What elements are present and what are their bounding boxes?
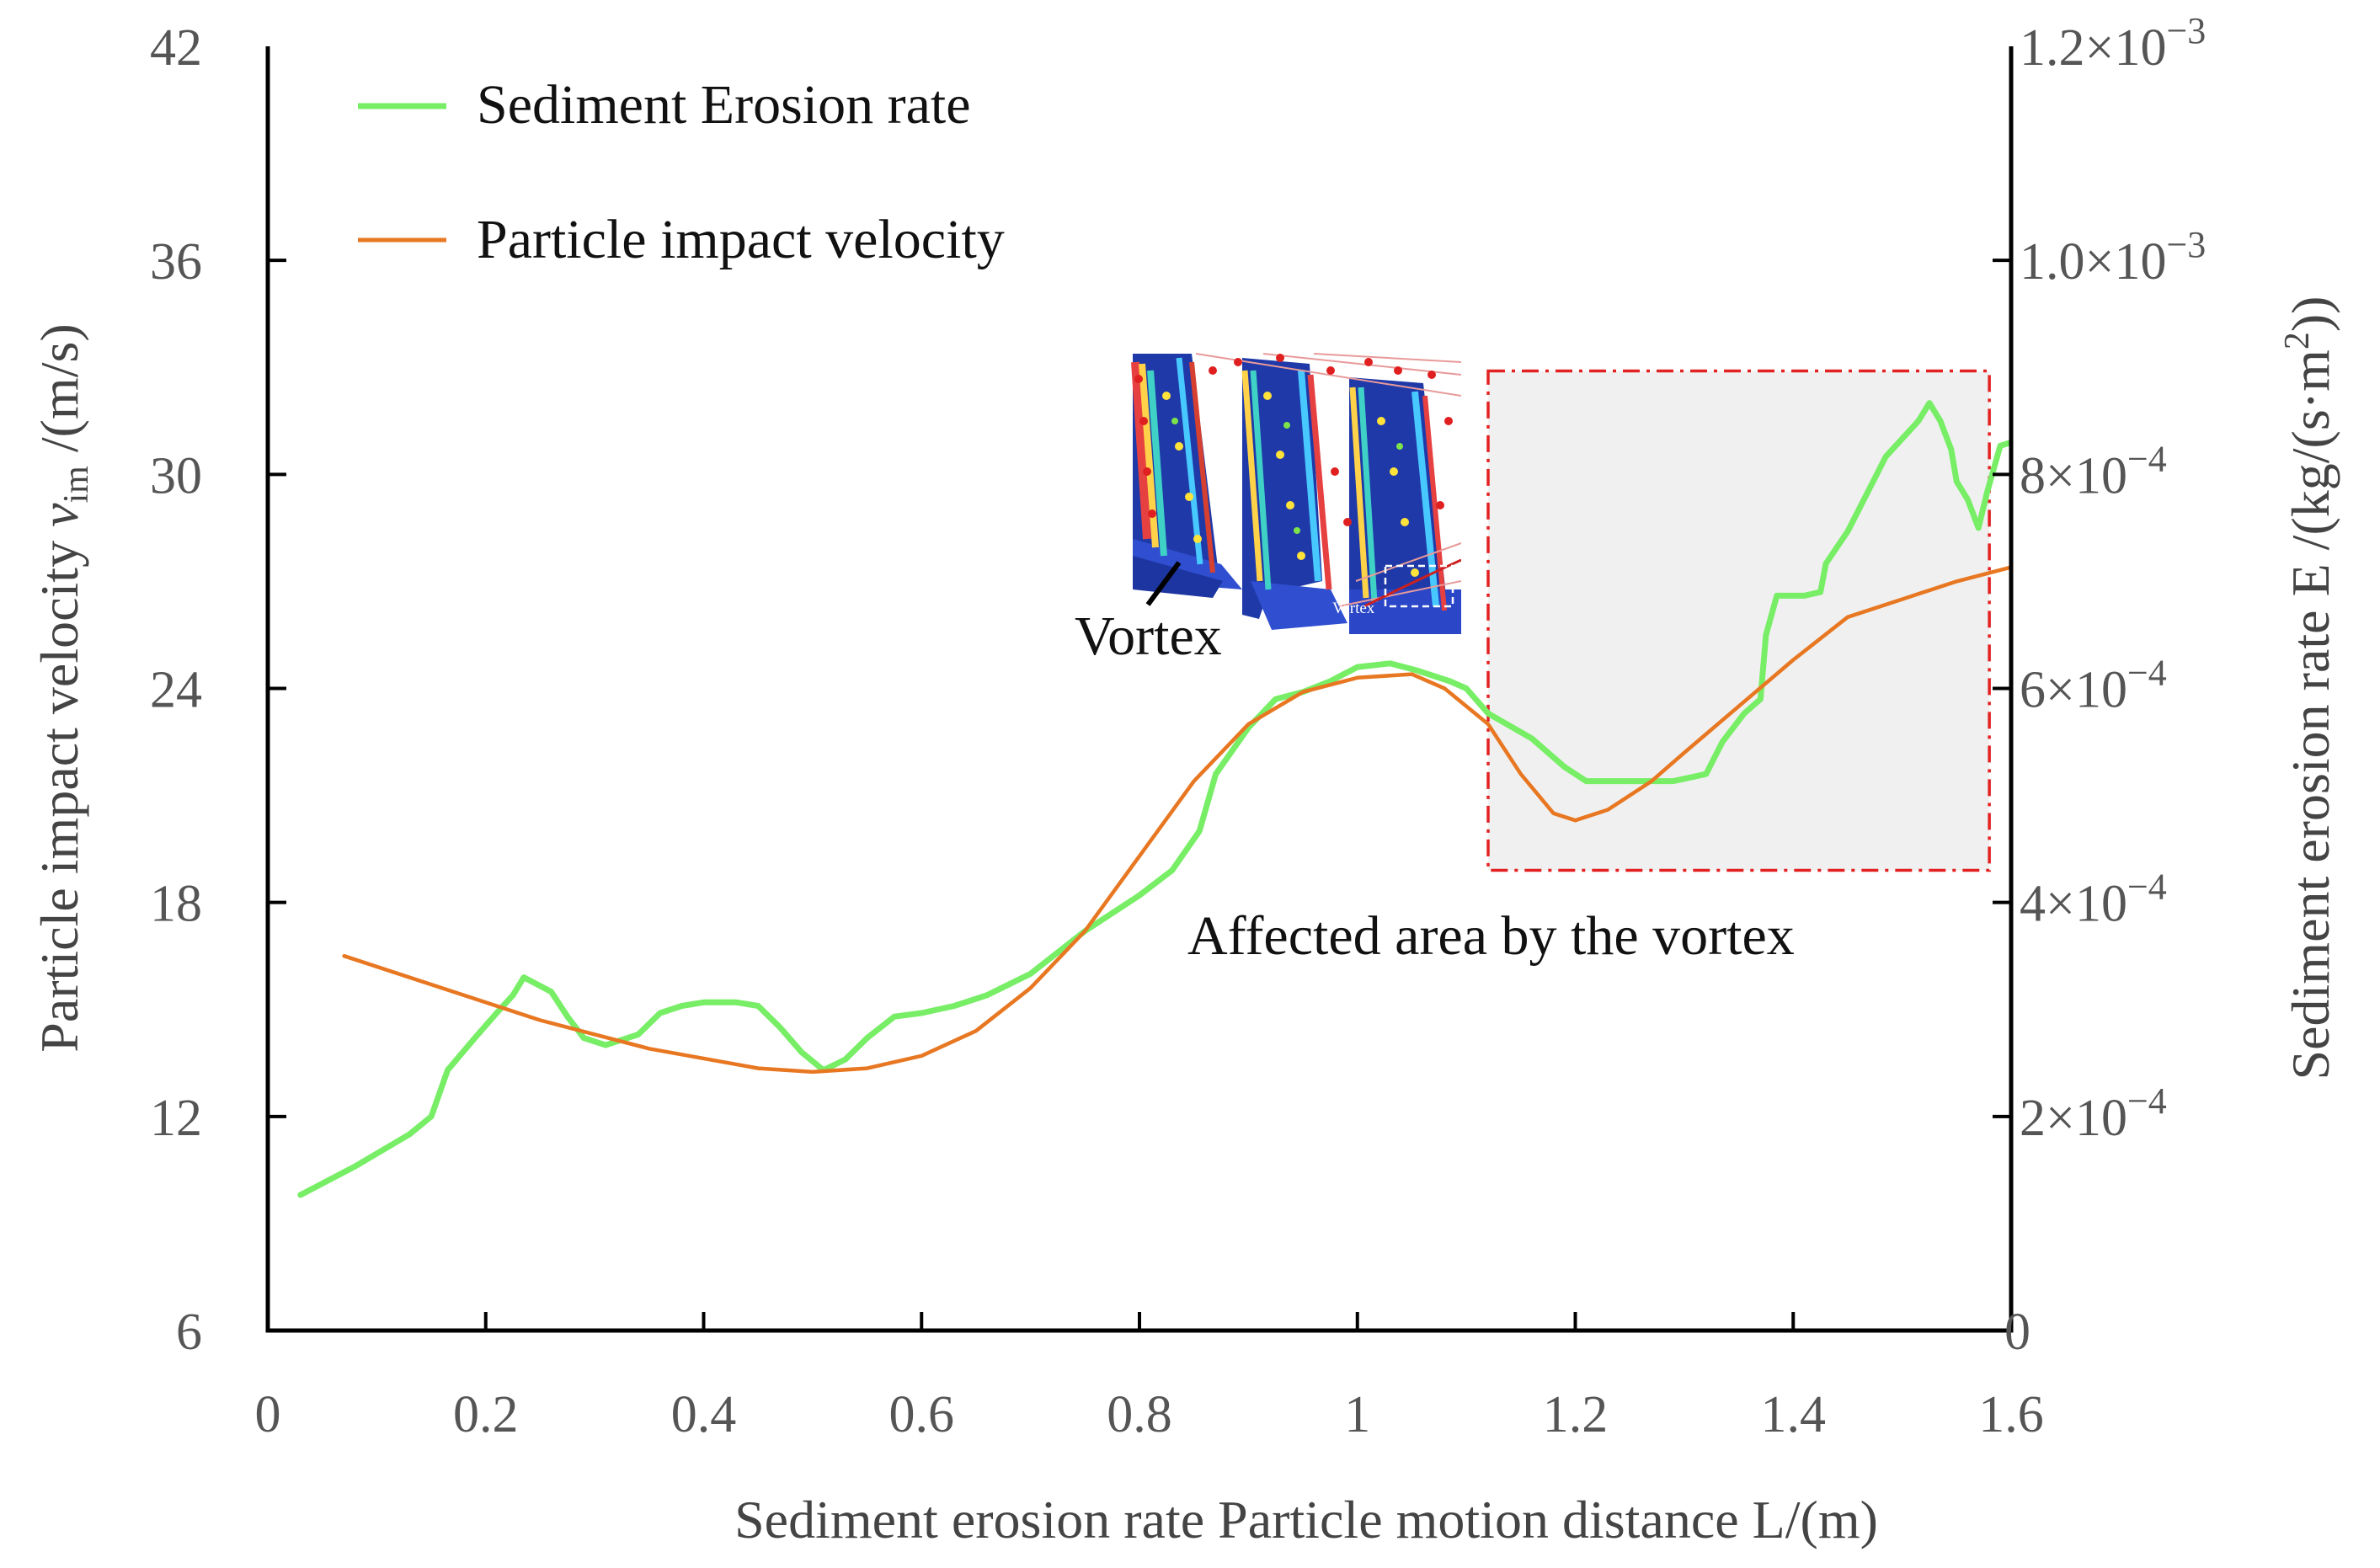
right-y-axis-ticks: 0 2×10−4 4×10−4 6×10−4 8×10−4 1.0×10−3 1.2×10−…: [1993, 10, 2206, 1361]
x-axis-title: Sediment erosion rate Particle motion di…: [734, 1490, 1878, 1549]
x-axis-ticks: 0 0.2 0.4 0.6 0.8 1 1.2 1.4 1.6: [255, 1312, 2044, 1443]
y-right-tick-label: 4×10−4: [2020, 867, 2167, 933]
vortex-label: Vortex: [1075, 605, 1222, 667]
inset-vortex-small-label: Vortex: [1332, 600, 1375, 617]
x-tick-label: 1: [1344, 1386, 1370, 1443]
region-label: Affected area by the vortex: [1187, 905, 1795, 967]
y-left-tick-label: 12: [150, 1090, 202, 1147]
right-y-axis-title: Sediment erosion rate E /(kg/(s·m2)): [2278, 296, 2340, 1080]
y-left-tick-label: 18: [150, 876, 202, 933]
x-tick-label: 0.4: [671, 1386, 737, 1443]
x-tick-label: 1.4: [1761, 1386, 1827, 1443]
x-tick-label: 0.6: [889, 1386, 955, 1443]
y-right-tick-label: 1.0×10−3: [2020, 224, 2206, 291]
legend-label-velocity: Particle impact velocity: [477, 209, 1005, 270]
x-tick-label: 0: [255, 1386, 281, 1443]
vortex-pointer-line: [1145, 561, 1182, 606]
legend: Sediment Erosion rate Particle impact ve…: [358, 74, 1005, 270]
x-tick-label: 0.8: [1107, 1386, 1172, 1443]
vortex-affected-region: [1486, 369, 1991, 872]
x-tick-label: 1.6: [1978, 1386, 2044, 1443]
x-tick-label: 0.2: [453, 1386, 519, 1443]
y-right-tick-label: 2×10−4: [2020, 1080, 2167, 1147]
left-y-axis-title: Particle impact velocity vim /(m/s): [29, 323, 96, 1052]
left-y-axis-ticks: 6 12 18 24 30 36 42: [150, 19, 286, 1361]
x-tick-label: 1.2: [1543, 1386, 1609, 1443]
y-left-tick-label: 30: [150, 447, 202, 504]
series-layer: [297, 400, 2011, 1198]
y-left-tick-label: 42: [150, 19, 202, 77]
y-left-tick-label: 24: [150, 662, 202, 719]
legend-label-erosion: Sediment Erosion rate: [477, 74, 971, 136]
y-right-tick-label: 6×10−4: [2020, 653, 2167, 719]
y-right-tick-label: 8×10−4: [2020, 438, 2167, 504]
y-right-tick-label: 1.2×10−3: [2020, 10, 2206, 77]
y-left-tick-label: 6: [176, 1304, 202, 1361]
series-line-impact-velocity: [342, 565, 2011, 1075]
vortex-flow-inset-image: Vortex: [1127, 349, 1461, 634]
y-left-tick-label: 36: [150, 233, 202, 291]
y-right-tick-label: 0: [2004, 1304, 2030, 1361]
